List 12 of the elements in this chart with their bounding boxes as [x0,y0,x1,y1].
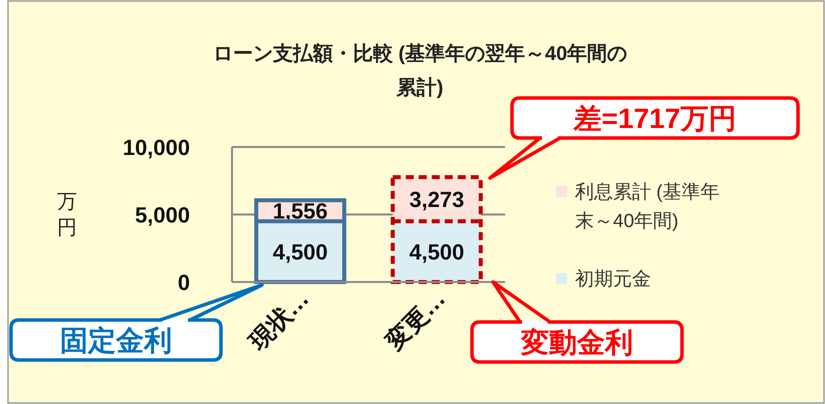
chart-title: ローン支払額・比較 (基準年の翌年～40年間の累計) [212,42,628,99]
y-tick-label: 5,000 [134,202,190,228]
legend-label: 利息累計 (基準年末～40年間) [575,182,720,232]
data-label: 3,273 [409,187,464,212]
y-tick-label: 10,000 [122,135,190,160]
y-tick-label: 0 [178,270,190,295]
y-axis-title: 万円 [57,191,77,239]
data-label: 4,500 [272,240,328,265]
data-label: 1,556 [272,198,328,224]
x-tick-label: 現状… [244,285,314,356]
data-label: 4,500 [409,240,464,265]
x-tick-label: 変更… [380,284,451,356]
